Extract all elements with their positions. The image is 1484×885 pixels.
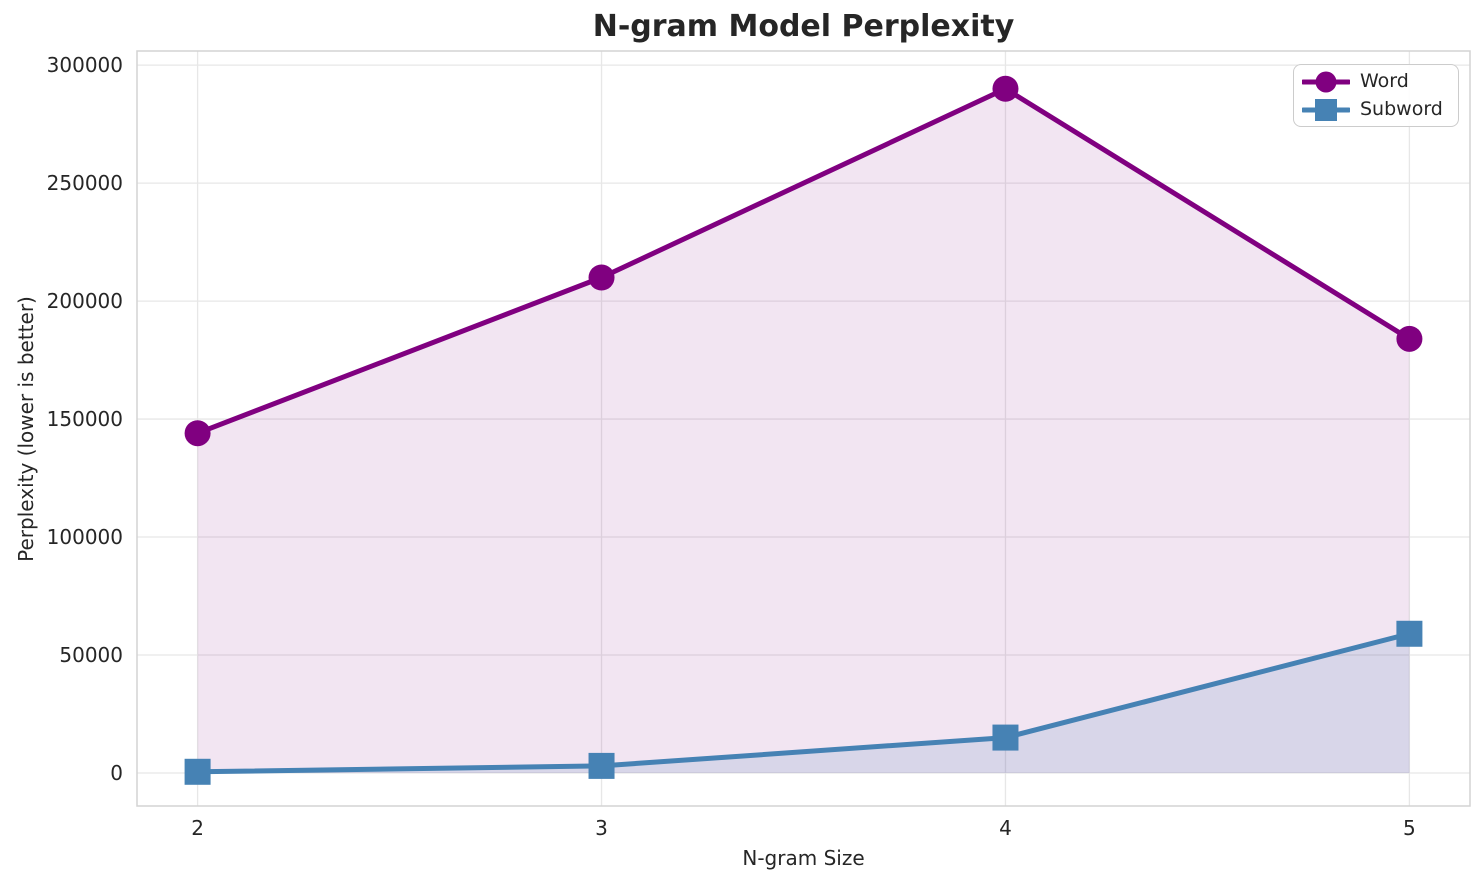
chart-title: N-gram Model Perplexity <box>592 9 1015 44</box>
word-marker <box>992 75 1019 102</box>
subword-marker <box>1396 620 1423 647</box>
subword-marker <box>184 758 211 785</box>
y-tick-label: 100000 <box>47 525 123 549</box>
legend: Word Subword <box>1293 64 1459 127</box>
legend-label: Subword <box>1360 98 1443 120</box>
word-area-fill <box>197 88 1410 773</box>
y-tick-label: 300000 <box>47 53 123 77</box>
y-tick-label: 200000 <box>47 289 123 313</box>
subword-area-fill <box>197 633 1410 773</box>
legend-item-subword: Subword <box>1302 97 1450 123</box>
y-tick-label: 250000 <box>47 171 123 195</box>
plot-border <box>136 50 1471 807</box>
word-marker <box>1396 325 1423 352</box>
subword-marker <box>992 724 1019 751</box>
x-tick-label: 5 <box>1403 816 1416 840</box>
legend-square-marker-icon <box>1302 98 1350 121</box>
subword-line <box>195 631 1412 775</box>
y-tick-label: 150000 <box>47 407 123 431</box>
subword-marker <box>588 752 615 779</box>
x-tick-label: 2 <box>191 816 204 840</box>
y-tick-label: 50000 <box>59 643 123 667</box>
legend-label: Word <box>1360 70 1409 92</box>
word-marker <box>588 264 615 291</box>
x-tick-label: 3 <box>595 816 608 840</box>
x-axis-label: N-gram Size <box>742 846 865 870</box>
legend-item-word: Word <box>1302 69 1450 95</box>
y-axis-label: Perplexity (lower is better) <box>14 296 38 562</box>
word-marker <box>184 420 211 447</box>
y-tick-label: 0 <box>110 761 123 785</box>
x-tick-label: 4 <box>999 816 1012 840</box>
word-line <box>195 86 1412 436</box>
legend-circle-marker-icon <box>1302 71 1350 92</box>
